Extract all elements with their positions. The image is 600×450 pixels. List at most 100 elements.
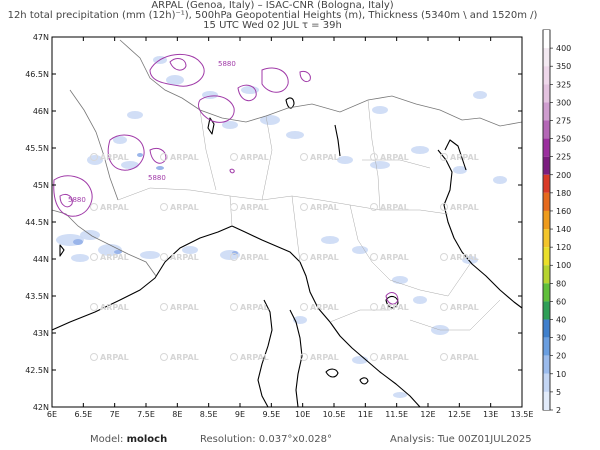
map-frame xyxy=(51,36,523,408)
watermark: ARPAL xyxy=(90,153,129,162)
watermark: ARPAL xyxy=(440,203,479,212)
colorbar-swatch xyxy=(543,391,550,410)
watermark: ARPAL xyxy=(440,253,479,262)
coastline-segment xyxy=(385,295,399,309)
watermark-text: ARPAL xyxy=(100,253,129,262)
watermark-text: ARPAL xyxy=(380,253,409,262)
contour-label: 5880 xyxy=(68,196,86,204)
watermark: ARPAL xyxy=(230,253,269,262)
watermark-text: ARPAL xyxy=(450,353,479,362)
watermark: ARPAL xyxy=(370,353,409,362)
watermark-logo-icon xyxy=(300,153,308,161)
precip-patch xyxy=(462,256,478,264)
coastline-segment xyxy=(359,377,369,385)
precip-patch-strong xyxy=(232,251,238,255)
watermark-text: ARPAL xyxy=(170,303,199,312)
colorbar-label: 250 xyxy=(556,135,571,144)
colorbar-label: 40 xyxy=(556,316,566,325)
contour-line xyxy=(299,71,311,83)
precip-patch xyxy=(493,176,507,184)
watermark: ARPAL xyxy=(300,353,339,362)
watermark: ARPAL xyxy=(440,153,479,162)
precip-patch xyxy=(411,146,429,154)
model-label: Model: xyxy=(90,434,124,445)
colorbar-label: 200 xyxy=(556,171,571,180)
precip-patch-strong xyxy=(73,239,83,245)
coastline-segment xyxy=(444,139,467,171)
colorbar-swatch xyxy=(543,247,550,266)
contour-line xyxy=(149,147,167,164)
lat-label: 47N xyxy=(33,33,49,42)
watermark: ARPAL xyxy=(300,303,339,312)
watermark-text: ARPAL xyxy=(100,203,129,212)
watermark-logo-icon xyxy=(230,303,238,311)
lon-label: 9E xyxy=(235,410,245,419)
region-border xyxy=(349,204,391,281)
precip-patch xyxy=(113,136,127,144)
watermark-logo-icon xyxy=(440,253,448,261)
watermark-text: ARPAL xyxy=(310,353,339,362)
lon-label: 6.5E xyxy=(74,410,92,419)
contour-line xyxy=(385,292,399,305)
watermark-text: ARPAL xyxy=(310,203,339,212)
watermark-text: ARPAL xyxy=(170,353,199,362)
lon-label: 10E xyxy=(295,410,310,419)
contour-line xyxy=(261,67,289,93)
watermark-logo-icon xyxy=(160,203,168,211)
precip-patch-strong xyxy=(156,166,164,170)
map-axes: 47N 46.5N 46N 45.5N 45N 44.5N 44N 43.5N 43N 42.5N… xyxy=(25,33,533,419)
watermark: ARPAL xyxy=(90,353,129,362)
region-border xyxy=(329,309,390,323)
geopotential-contours xyxy=(53,53,399,305)
contour-labels: 5880 5880 5880 xyxy=(68,60,236,204)
watermark: ARPAL xyxy=(230,353,269,362)
region-border xyxy=(291,195,301,263)
watermark-text: ARPAL xyxy=(450,153,479,162)
colorbar-label: 300 xyxy=(556,98,571,107)
colorbar-label: 275 xyxy=(556,116,571,125)
colorbar-swatch xyxy=(543,301,550,320)
lon-label: 12.5E xyxy=(448,410,471,419)
colorbar-label: 140 xyxy=(556,225,571,234)
lat-label: 45N xyxy=(33,181,49,190)
colorbar: 400 350 325 300 275 250 225 200 180 160 140 120 100 8… xyxy=(542,29,571,415)
colorbar-label: 60 xyxy=(556,297,566,306)
region-border xyxy=(229,195,233,227)
colorbar-label: 80 xyxy=(556,279,566,288)
lon-label: 10.5E xyxy=(323,410,346,419)
precip-patch xyxy=(121,161,139,169)
watermark-logo-icon xyxy=(370,203,378,211)
watermark-logo-icon xyxy=(90,353,98,361)
watermark-logo-icon xyxy=(230,203,238,211)
watermark-logo-icon xyxy=(300,353,308,361)
coastline-segment xyxy=(437,149,523,309)
colorbar-swatch xyxy=(543,156,550,175)
lon-label: 12E xyxy=(420,410,435,419)
colorbar-swatch xyxy=(543,102,550,121)
lat-label: 42.5N xyxy=(25,366,49,375)
watermark-text: ARPAL xyxy=(100,303,129,312)
watermark-text: ARPAL xyxy=(100,153,129,162)
colorbar-swatch xyxy=(543,337,550,356)
coastline-segment xyxy=(325,368,339,378)
footer-analysis: Analysis: Tue 00Z01JUL2025 xyxy=(390,434,532,445)
watermark-text: ARPAL xyxy=(380,153,409,162)
watermark-logo-icon xyxy=(440,153,448,161)
border-segment xyxy=(69,89,119,201)
watermark-text: ARPAL xyxy=(380,303,409,312)
watermark-logo-icon xyxy=(440,303,448,311)
colorbar-label: 5 xyxy=(556,388,561,397)
colorbar-swatch xyxy=(543,319,550,338)
watermark-logo-icon xyxy=(230,253,238,261)
footer-resolution: Resolution: 0.037°x0.028° xyxy=(200,434,332,445)
watermark-logo-icon xyxy=(230,153,238,161)
colorbar-swatch xyxy=(543,48,550,67)
contour-line xyxy=(149,53,205,87)
precip-patch xyxy=(453,166,467,174)
colorbar-swatch xyxy=(543,174,550,193)
precip-patch xyxy=(337,156,353,164)
region-border xyxy=(199,109,217,191)
precip-patch xyxy=(286,131,304,139)
colorbar-swatch xyxy=(543,210,550,230)
coastline-segment xyxy=(285,97,295,109)
